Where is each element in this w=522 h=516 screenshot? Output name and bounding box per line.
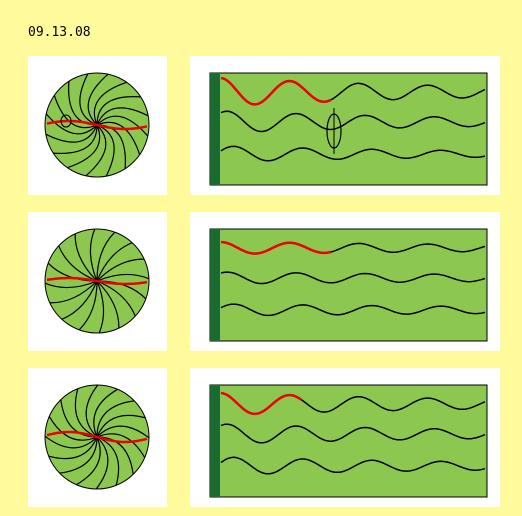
spiral-arm (48, 416, 98, 441)
red-wave (220, 391, 302, 416)
spiral-arm (78, 280, 98, 331)
wall (210, 385, 220, 497)
wave (220, 303, 486, 317)
panels (28, 56, 500, 507)
spiral-arm (96, 231, 116, 282)
spiral-arm (96, 107, 149, 126)
spiral-arm (58, 245, 98, 282)
date-title: 09.13.08 (28, 25, 91, 40)
spiral-arm (44, 280, 98, 289)
spiral-arm (96, 400, 135, 438)
spiral-arm (96, 121, 141, 155)
spiral-arm (96, 414, 146, 438)
wave (330, 242, 486, 253)
spiral-arm (96, 433, 146, 458)
spiral-arm (74, 233, 98, 282)
spiral-arm (59, 436, 98, 474)
wave-field (209, 384, 488, 498)
spiral-arm (85, 384, 99, 438)
spiral-arm (79, 73, 98, 126)
wave (220, 456, 486, 475)
spiral-arm (53, 124, 98, 154)
spiral-arm (96, 258, 145, 282)
spiral-arm (44, 435, 98, 449)
spiral-arm (67, 124, 101, 169)
red-line (46, 119, 148, 131)
spiral-arm (87, 73, 109, 126)
wall (210, 229, 220, 341)
spiral-arm (45, 113, 98, 135)
wave-field (209, 72, 488, 186)
spiral-arm (96, 124, 115, 177)
wave (220, 423, 486, 444)
spiral-arm (85, 124, 107, 177)
spiral-arm (96, 273, 150, 282)
spiral-arm (96, 280, 120, 329)
red-line (46, 430, 148, 444)
spiral-arm (96, 425, 150, 439)
spiral-arm (76, 436, 101, 486)
spiral-arm (93, 81, 127, 126)
spiral-arm (61, 280, 98, 320)
spiral-arm (96, 280, 105, 334)
spiral-arm (96, 96, 141, 126)
small-loop (60, 114, 72, 128)
spiral-arm (96, 280, 136, 317)
spiral-arm (45, 124, 98, 143)
wave (330, 82, 486, 101)
wave-field (209, 228, 488, 342)
spiral-arm (96, 115, 149, 137)
red-wave (220, 76, 332, 106)
spiral-arm (96, 242, 133, 282)
spiral-arm (93, 388, 118, 438)
wave (220, 271, 486, 285)
wave (220, 145, 486, 162)
spiral-arm (53, 95, 98, 129)
spiral-arm (48, 436, 98, 460)
spiral-arm (49, 280, 98, 304)
red-line (46, 276, 148, 286)
red-wave (220, 240, 332, 255)
spiral-arm (89, 228, 98, 282)
wave (220, 110, 486, 133)
wall (210, 73, 220, 185)
wave (300, 395, 486, 413)
spiral-arm (95, 436, 109, 490)
